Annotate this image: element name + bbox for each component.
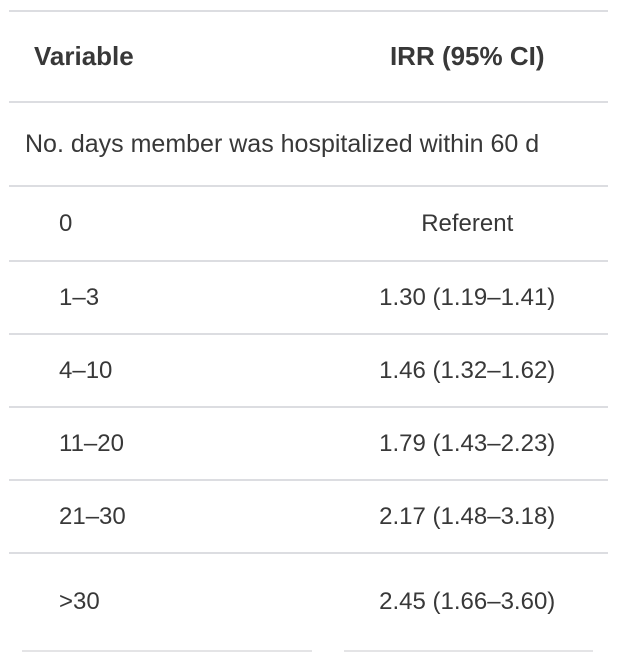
variable-cell: >30 bbox=[59, 588, 100, 615]
variable-cell: 4–10 bbox=[59, 356, 113, 384]
column-header-irr: IRR (95% CI) bbox=[389, 41, 545, 71]
group-header-row: No. days member was hospitalized within … bbox=[9, 103, 608, 187]
partial-border-right bbox=[344, 650, 593, 652]
table-row: 21–30 2.17 (1.48–3.18) bbox=[9, 481, 608, 554]
next-row-partial-borders bbox=[9, 650, 619, 652]
irr-cell: 2.17 (1.48–3.18) bbox=[379, 502, 556, 530]
table-row: 11–20 1.79 (1.43–2.23) bbox=[9, 408, 608, 481]
results-table: Variable IRR (95% CI) No. days member wa… bbox=[9, 10, 619, 652]
table-row: 4–10 1.46 (1.32–1.62) bbox=[9, 335, 608, 408]
table-row: 1–3 1.30 (1.19–1.41) bbox=[9, 262, 608, 335]
variable-cell: 21–30 bbox=[59, 502, 126, 530]
partial-border-left bbox=[22, 650, 312, 652]
table-row: >30 2.45 (1.66–3.60) bbox=[9, 554, 608, 650]
variable-cell: 11–20 bbox=[59, 429, 124, 457]
variable-cell: 0 bbox=[59, 209, 73, 237]
column-header-variable: Variable bbox=[34, 41, 134, 71]
group-header-label: No. days member was hospitalized within … bbox=[25, 129, 540, 158]
table-top-border bbox=[9, 10, 608, 12]
irr-cell: 1.46 (1.32–1.62) bbox=[379, 356, 556, 384]
irr-cell: 1.30 (1.19–1.41) bbox=[379, 283, 556, 311]
irr-cell: Referent bbox=[421, 209, 514, 237]
variable-cell: 1–3 bbox=[59, 283, 100, 311]
table-row: 0 Referent bbox=[9, 187, 608, 262]
irr-cell: 2.45 (1.66–3.60) bbox=[379, 588, 556, 615]
irr-cell: 1.79 (1.43–2.23) bbox=[379, 429, 556, 457]
table-header-row: Variable IRR (95% CI) bbox=[9, 12, 608, 103]
